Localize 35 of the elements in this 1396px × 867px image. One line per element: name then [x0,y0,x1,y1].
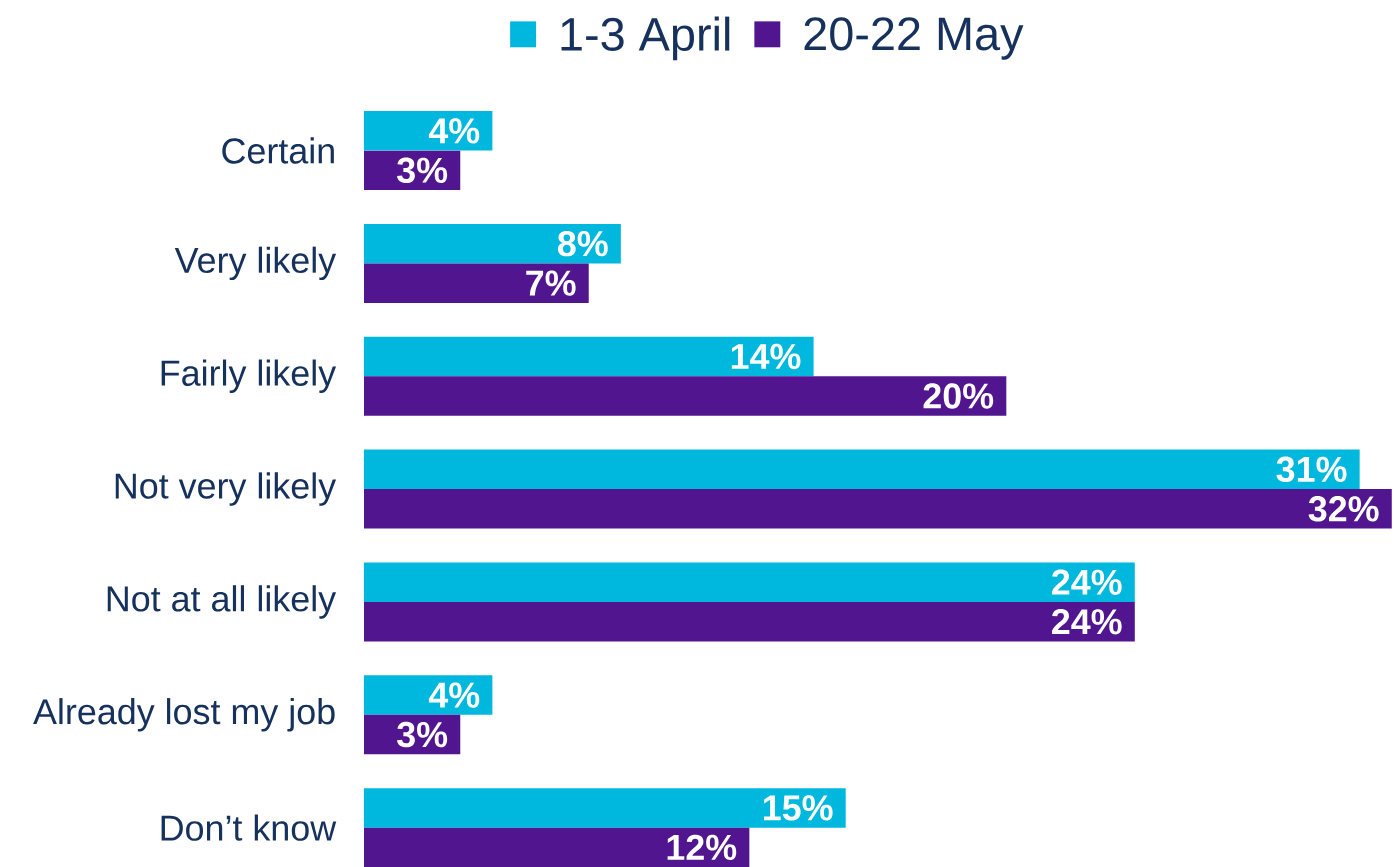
data-label: 3% [397,157,448,183]
data-label: 14% [731,343,801,370]
y-tick-label: Fairly likely [161,359,337,393]
bar [363,675,493,715]
data-label: 31% [1276,456,1347,483]
data-label: 3% [397,721,448,748]
data-label: 8% [557,230,608,257]
data-label: 4% [428,682,480,708]
y-tick-label: Not very likely [115,472,337,506]
bar [363,263,589,303]
data-label: 7% [526,270,576,296]
bar [363,601,1135,642]
legend-label: 20-22 May [804,17,1024,60]
bar [363,110,493,151]
y-tick-label: Very likely [174,246,337,281]
data-label: 24% [1052,569,1122,595]
y-tick-label: Not at all likely [107,585,337,619]
y-tick-label: Don’t know [161,814,337,841]
data-label: 32% [1308,496,1379,522]
bar [363,376,1007,416]
bar [363,562,1135,602]
bar [363,336,814,377]
data-label: 4% [428,118,480,144]
y-tick-label: Already lost my job [33,698,335,732]
bar [363,788,846,828]
legend-label: 1-3 April [561,16,730,61]
data-label: 12% [667,834,737,861]
data-label: 24% [1052,608,1122,635]
bar [363,489,1392,529]
y-tick-label: Certain [222,137,334,164]
data-label: 20% [923,383,994,409]
bar [363,223,621,264]
bar [363,827,750,867]
bar [363,449,1360,490]
data-label: 15% [763,795,833,821]
